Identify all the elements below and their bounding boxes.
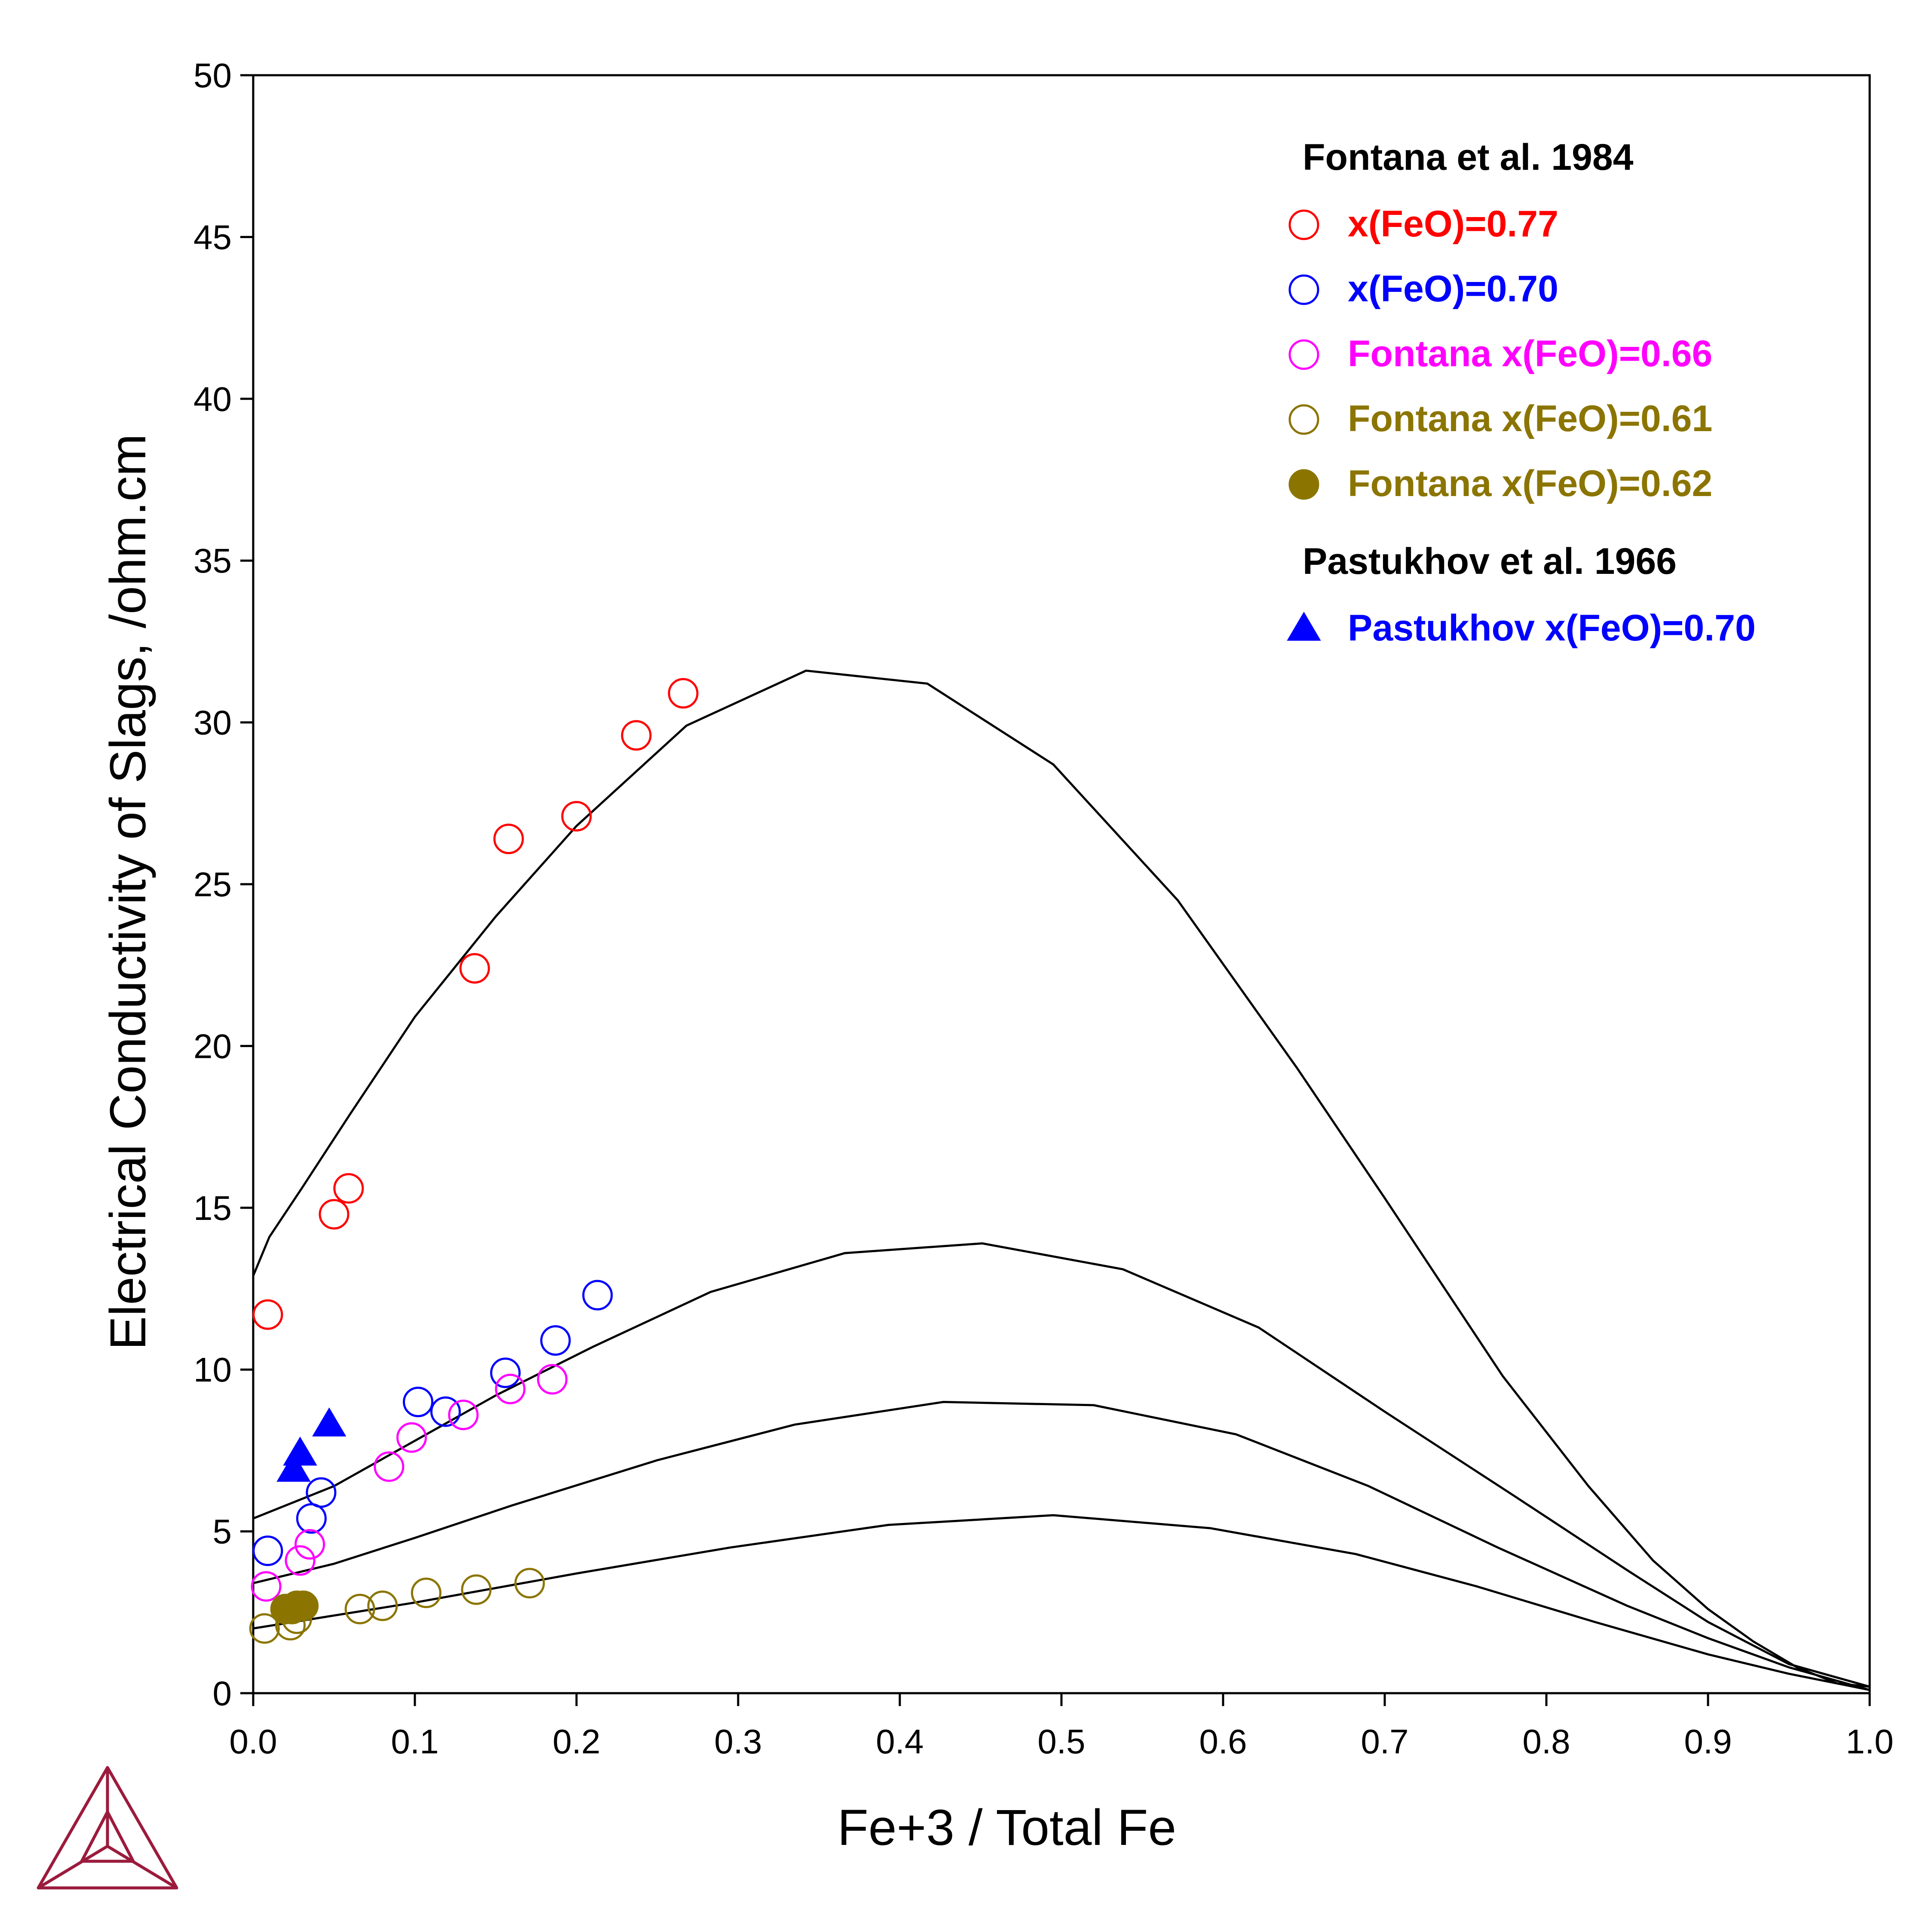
x-axis-label: Fe+3 / Total Fe: [837, 1799, 1176, 1856]
data-point: [514, 1568, 545, 1599]
data-point: [448, 1400, 479, 1431]
data-point: [319, 1199, 350, 1230]
legend-marker: [1288, 469, 1319, 500]
legend-marker: [1287, 612, 1321, 641]
model-curve-4: [253, 1514, 1870, 1691]
data-point: [344, 1593, 375, 1624]
x-tick-label: 0.3: [714, 1722, 762, 1761]
data-point: [296, 1503, 327, 1534]
data-point: [403, 1386, 434, 1417]
data-point: [411, 1578, 442, 1608]
legend-marker: [1288, 274, 1319, 305]
data-point: [252, 1535, 283, 1566]
x-tick-label: 0.8: [1522, 1722, 1570, 1761]
y-tick-label: 40: [193, 380, 232, 418]
logo-inner-triangle: [80, 1810, 135, 1863]
data-point: [461, 1574, 492, 1605]
data-point: [621, 720, 652, 751]
data-point: [252, 1299, 283, 1330]
data-point: [333, 1173, 364, 1204]
x-tick-label: 0.1: [391, 1722, 439, 1761]
legend-label: x(FeO)=0.70: [1348, 268, 1558, 309]
y-axis-ticks: 0 5 10 15 20 25 30 35 40 45 50: [193, 56, 253, 1713]
data-point: [249, 1613, 280, 1644]
data-point: [430, 1396, 461, 1427]
data-point: [312, 1407, 347, 1437]
y-tick-label: 20: [193, 1027, 232, 1065]
legend-label: Fontana x(FeO)=0.62: [1348, 463, 1712, 504]
data-point: [493, 824, 524, 855]
data-point: [582, 1280, 613, 1311]
data-point: [294, 1529, 325, 1560]
data-point: [306, 1477, 337, 1508]
x-tick-label: 0.6: [1199, 1722, 1247, 1761]
legend: Fontana et al. 1984 x(FeO)=0.77 x(FeO)=0.7…: [1287, 137, 1756, 649]
legend-marker: [1288, 209, 1319, 240]
legend-group-title: Pastukhov et al. 1966: [1303, 541, 1677, 582]
y-tick-label: 25: [193, 865, 232, 904]
x-tick-label: 0.9: [1684, 1722, 1732, 1761]
y-tick-label: 35: [193, 542, 232, 580]
x-tick-label: 0.0: [229, 1722, 277, 1761]
y-tick-label: 45: [193, 218, 232, 256]
x-tick-label: 1.0: [1846, 1722, 1893, 1761]
y-tick-label: 30: [193, 704, 232, 742]
legend-label: Fontana x(FeO)=0.66: [1348, 333, 1712, 374]
legend-label: Pastukhov x(FeO)=0.70: [1348, 607, 1756, 649]
data-point: [283, 1437, 317, 1466]
data-point: [540, 1325, 571, 1356]
data-point: [374, 1451, 405, 1482]
x-tick-label: 0.7: [1361, 1722, 1408, 1761]
data-point: [396, 1422, 427, 1453]
model-curve-1: [252, 669, 1870, 1688]
data-point: [490, 1357, 521, 1388]
model-curve-3: [253, 1401, 1870, 1691]
data-point: [459, 953, 490, 984]
x-tick-label: 0.2: [552, 1722, 600, 1761]
data-point: [367, 1590, 398, 1621]
data-point: [251, 1571, 282, 1602]
logo-edge: [107, 1845, 178, 1889]
y-tick-label: 5: [213, 1513, 232, 1551]
y-tick-label: 50: [193, 56, 232, 95]
data-point: [561, 801, 592, 832]
data-point: [276, 1452, 311, 1482]
x-tick-label: 0.5: [1037, 1722, 1085, 1761]
data-point: [668, 678, 699, 709]
x-axis-ticks: 0.0 0.1 0.2 0.3 0.4 0.5 0.6 0.7 0.8 0.9 1.0: [229, 1693, 1894, 1761]
thermo-calc-logo: [37, 1766, 178, 1890]
data-point: [537, 1364, 568, 1395]
y-axis-label: Electrical Conductivity of Slags, /ohm.c…: [100, 434, 156, 1350]
legend-marker: [1288, 339, 1319, 370]
y-tick-label: 15: [193, 1189, 232, 1227]
legend-marker: [1288, 404, 1319, 435]
plot-frame: [252, 74, 1871, 1694]
data-point: [285, 1545, 316, 1576]
legend-group-title: Fontana et al. 1984: [1303, 137, 1634, 178]
model-curve-2: [253, 1242, 1870, 1688]
logo-outer-triangle: [37, 1766, 178, 1890]
legend-label: x(FeO)=0.77: [1348, 203, 1558, 245]
data-point: [495, 1373, 526, 1404]
logo-edge: [37, 1845, 108, 1889]
data-markers: [249, 678, 699, 1644]
y-tick-label: 0: [213, 1674, 232, 1713]
x-tick-label: 0.4: [876, 1722, 923, 1761]
legend-label: Fontana x(FeO)=0.61: [1348, 398, 1712, 439]
data-point: [288, 1590, 319, 1621]
model-curves: [252, 669, 1870, 1691]
y-tick-label: 10: [193, 1351, 232, 1389]
